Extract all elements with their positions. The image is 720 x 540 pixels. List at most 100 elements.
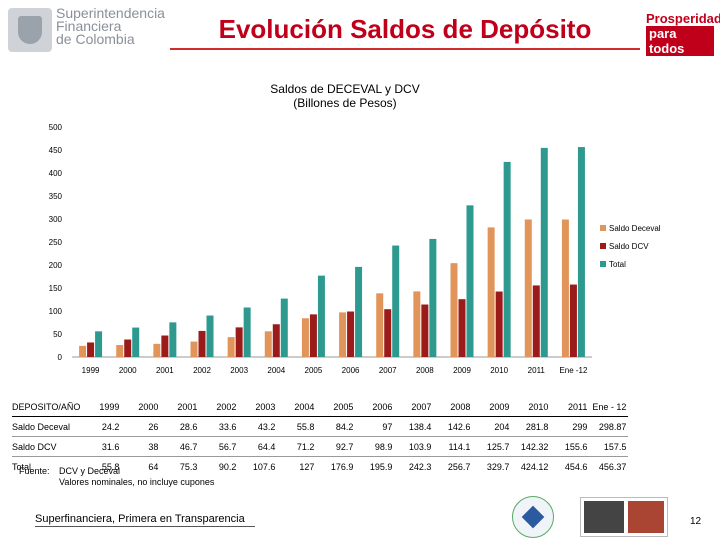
table-cell: 46.7	[160, 436, 200, 457]
table-cell: 281.8	[511, 416, 551, 437]
y-tick-label: 500	[49, 123, 63, 132]
table-header-label: DEPOSITO/AÑO	[12, 397, 83, 417]
y-tick-label: 350	[49, 192, 63, 201]
table-cell: 242.3	[408, 461, 432, 472]
logo-line-3: de Colombia	[56, 31, 135, 47]
x-tick-label: 1999	[82, 366, 100, 375]
table-header-year: 2000	[121, 397, 161, 417]
bar-saldo-deceval: Saldo Deceval 2009: 204	[450, 263, 458, 357]
y-tick-label: 300	[49, 215, 63, 224]
bar-total: Total 2011: 454.6	[540, 147, 548, 357]
table-cell: 142.6	[433, 416, 473, 437]
table-cell: 114.1	[433, 436, 473, 457]
page-number: 12	[690, 516, 702, 527]
table-header-year: 2005	[316, 397, 356, 417]
table-header-year: 2001	[160, 397, 200, 417]
bar-saldo-dcv: Saldo DCV 2008: 114.1	[421, 304, 429, 357]
table-cell: 56.7	[199, 436, 239, 457]
source-line-2: Valores nominales, no incluye cupones	[59, 477, 215, 487]
table-cell: 138.4	[394, 416, 434, 437]
table-cell: 43.2	[238, 416, 278, 437]
table-cell: 33.6	[199, 416, 239, 437]
table-header-year: 2011	[550, 397, 590, 417]
bar-total: Total 2006: 195.9	[355, 266, 363, 357]
y-tick-label: 450	[49, 146, 63, 155]
bar-saldo-dcv: Saldo DCV 2003: 64.4	[235, 327, 243, 357]
title-underline	[170, 48, 640, 50]
legend-label: Saldo Deceval	[609, 224, 661, 233]
bar-saldo-deceval: Saldo Deceval 1999: 24.2	[79, 345, 87, 357]
logo-text: Superintendencia Financiera de Colombia	[56, 5, 165, 47]
logo-line-1: Superintendencia	[56, 5, 165, 21]
bar-saldo-deceval: Saldo Deceval 2002: 33.6	[190, 341, 198, 357]
iso-seal-red-icon	[628, 501, 664, 533]
bar-saldo-dcv: Saldo DCV 2009: 125.7	[458, 299, 466, 357]
bar-total: Total 2009: 329.7	[466, 205, 474, 357]
table-cell: 38	[121, 436, 161, 457]
bar-saldo-dcv: Saldo DCV 2000: 38	[124, 339, 132, 357]
table-row: Saldo DCV 31.6 38 46.7 56.7 64.4 71.2 92.7 98.9 1…	[12, 436, 629, 457]
bar-saldo-dcv: Saldo DCV 2002: 56.7	[198, 330, 206, 357]
bar-chart: 0 50 100 150 200 250 300 350 400 450 500 Saldo Dece…	[49, 123, 661, 375]
y-tick-label: 400	[49, 169, 63, 178]
table-cell: 329.7	[486, 461, 510, 472]
logo-right-line-1: Prosperidad	[646, 11, 720, 26]
bar-saldo-dcv: Saldo DCV 2010: 142.32	[495, 291, 503, 357]
bar-saldo-deceval: Saldo Deceval 2005: 84.2	[301, 318, 309, 357]
x-tick-label: 2011	[528, 366, 546, 375]
bar-saldo-deceval: Saldo Deceval Ene -12: 298.87	[561, 219, 569, 357]
prosperidad-logo: Prosperidad para todos	[646, 11, 720, 56]
source-line-1: DCV y Deceval	[59, 466, 121, 476]
y-tick-label: 0	[58, 353, 63, 362]
bar-saldo-dcv: Saldo DCV 1999: 31.6	[87, 342, 95, 357]
y-tick-label: 100	[49, 307, 63, 316]
superfinanciera-logo: Superintendencia Financiera de Colombia	[8, 6, 168, 58]
coat-of-arms-icon	[8, 8, 52, 52]
bar-saldo-deceval: Saldo Deceval 2003: 43.2	[227, 337, 235, 357]
footer-slogan: Superfinanciera, Primera en Transparenci…	[35, 513, 245, 525]
x-tick-label: 2000	[119, 366, 137, 375]
bar-total: Total 2004: 127	[280, 298, 288, 357]
table-cell: 64	[148, 461, 159, 472]
bar-saldo-deceval: Saldo Deceval 2007: 138.4	[376, 293, 384, 357]
table-cell: 98.9	[355, 436, 395, 457]
table-cell: 256.7	[447, 461, 471, 472]
table-cell: 97	[355, 416, 395, 437]
table-header-year: Ene - 12	[589, 397, 629, 417]
table-cell: 155.6	[550, 436, 590, 457]
table-header-row: DEPOSITO/AÑO 1999 2000 2001 2002 2003 2004 2005…	[12, 397, 629, 417]
legend-swatch	[600, 225, 606, 231]
legend-swatch	[600, 261, 606, 267]
x-tick-label: 2008	[416, 366, 434, 375]
page-title: Evolución Saldos de Depósito	[218, 14, 592, 44]
table-cell: 454.6	[564, 461, 588, 472]
bar-total: Total 2000: 64	[132, 327, 140, 357]
table-header-year: 2002	[199, 397, 239, 417]
bar-total: Total 2005: 176.9	[317, 275, 325, 357]
table-cell: 299	[550, 416, 590, 437]
table-cell: 92.7	[316, 436, 356, 457]
table-cell: 298.87	[589, 416, 629, 437]
x-tick-label: 2009	[453, 366, 471, 375]
footer-underline	[35, 526, 255, 527]
table-cell: 142.32	[511, 436, 551, 457]
table-cell: 195.9	[369, 461, 393, 472]
table-cell: 456.37	[598, 461, 627, 472]
y-tick-label: 200	[49, 261, 63, 270]
source-label: Fuente:	[19, 466, 50, 476]
bar-saldo-dcv: Saldo DCV 2006: 98.9	[347, 311, 355, 357]
bar-saldo-deceval: Saldo Deceval 2001: 28.6	[153, 343, 161, 357]
bar-total: Total Ene -12: 456.37	[577, 147, 585, 357]
bar-saldo-deceval: Saldo Deceval 2010: 281.8	[487, 227, 495, 357]
table-cell: 103.9	[394, 436, 434, 457]
table-cell: 55.8	[101, 461, 120, 472]
x-tick-label: 2002	[193, 366, 211, 375]
bar-saldo-dcv: Saldo DCV 2001: 46.7	[161, 335, 169, 357]
bar-total: Total 2010: 424.12	[503, 161, 511, 357]
bar-saldo-dcv: Saldo DCV 2011: 155.6	[532, 285, 540, 357]
table-row: Total 55.8 64 75.3 90.2 107.6 127 176.9 195.9 242…	[12, 457, 628, 477]
bar-saldo-dcv: Saldo DCV 2005: 92.7	[309, 314, 317, 357]
table-cell: 424.12	[520, 461, 549, 472]
table-cell: 71.2	[277, 436, 317, 457]
y-tick-label: 250	[49, 238, 63, 247]
